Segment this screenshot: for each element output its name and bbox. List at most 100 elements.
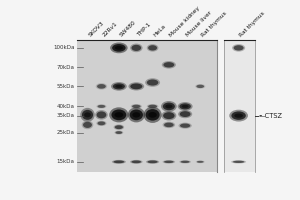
Ellipse shape (146, 160, 159, 164)
Ellipse shape (180, 111, 190, 117)
Ellipse shape (115, 46, 123, 50)
Ellipse shape (113, 160, 124, 163)
Ellipse shape (145, 78, 160, 87)
Ellipse shape (164, 161, 174, 163)
Ellipse shape (115, 131, 123, 135)
Ellipse shape (82, 110, 93, 120)
Ellipse shape (148, 160, 158, 163)
Text: 15kDa: 15kDa (57, 159, 75, 164)
Ellipse shape (97, 111, 106, 118)
Ellipse shape (181, 161, 190, 163)
Bar (224, 40, 255, 172)
Ellipse shape (110, 42, 128, 53)
Ellipse shape (178, 102, 193, 111)
Ellipse shape (96, 104, 106, 109)
Ellipse shape (143, 107, 162, 123)
Ellipse shape (179, 160, 191, 163)
Ellipse shape (162, 61, 176, 69)
Ellipse shape (114, 124, 124, 130)
Ellipse shape (234, 45, 244, 51)
Ellipse shape (163, 160, 175, 164)
Ellipse shape (115, 85, 122, 88)
Ellipse shape (131, 45, 141, 51)
Ellipse shape (163, 122, 175, 128)
Ellipse shape (131, 160, 141, 163)
Ellipse shape (114, 112, 123, 118)
Ellipse shape (131, 104, 142, 109)
Ellipse shape (130, 109, 143, 120)
Text: 55kDa: 55kDa (57, 84, 75, 89)
Text: —CTSZ: —CTSZ (258, 113, 282, 119)
Ellipse shape (98, 121, 105, 125)
Ellipse shape (161, 101, 177, 112)
Ellipse shape (197, 161, 204, 163)
Ellipse shape (195, 84, 205, 89)
Ellipse shape (147, 44, 158, 52)
Ellipse shape (231, 160, 246, 163)
Ellipse shape (130, 160, 142, 164)
Ellipse shape (111, 82, 127, 91)
Text: HeLa: HeLa (153, 24, 167, 38)
Text: Rat thymus: Rat thymus (200, 10, 228, 38)
Ellipse shape (130, 83, 142, 89)
Bar (77, 40, 217, 172)
Ellipse shape (95, 110, 108, 120)
Ellipse shape (165, 104, 172, 108)
Ellipse shape (148, 105, 157, 108)
Text: SW480: SW480 (119, 20, 137, 38)
Ellipse shape (128, 82, 144, 90)
Text: THP-1: THP-1 (136, 22, 152, 38)
Text: SKOV3: SKOV3 (88, 21, 105, 38)
Ellipse shape (96, 83, 107, 90)
Ellipse shape (98, 105, 105, 108)
Ellipse shape (229, 110, 248, 122)
Ellipse shape (182, 105, 189, 108)
Ellipse shape (147, 79, 158, 86)
Ellipse shape (163, 112, 175, 119)
Ellipse shape (196, 85, 204, 88)
Ellipse shape (130, 44, 142, 52)
Ellipse shape (178, 110, 192, 118)
Ellipse shape (82, 121, 93, 129)
Ellipse shape (97, 84, 106, 89)
Ellipse shape (233, 161, 244, 163)
Ellipse shape (112, 109, 126, 120)
Ellipse shape (147, 104, 158, 109)
Ellipse shape (84, 112, 91, 117)
Ellipse shape (164, 62, 174, 68)
Ellipse shape (196, 160, 205, 163)
Text: Rat thymus: Rat thymus (238, 10, 266, 38)
Ellipse shape (234, 114, 243, 118)
Ellipse shape (80, 108, 95, 122)
Ellipse shape (83, 122, 92, 128)
Ellipse shape (180, 123, 190, 128)
Ellipse shape (128, 107, 145, 122)
Ellipse shape (146, 109, 160, 121)
Ellipse shape (179, 103, 191, 109)
Ellipse shape (132, 112, 140, 118)
Ellipse shape (116, 131, 122, 134)
Ellipse shape (115, 125, 123, 129)
Ellipse shape (148, 45, 157, 51)
Text: 40kDa: 40kDa (57, 104, 75, 109)
Ellipse shape (113, 83, 125, 89)
Text: 25kDa: 25kDa (57, 130, 75, 135)
Text: 70kDa: 70kDa (57, 65, 75, 70)
Ellipse shape (148, 112, 157, 118)
Text: 22Rv1: 22Rv1 (101, 21, 118, 38)
Ellipse shape (232, 44, 245, 52)
Ellipse shape (178, 123, 192, 129)
Text: Mouse liver: Mouse liver (185, 10, 213, 38)
Text: 35kDa: 35kDa (57, 113, 75, 118)
Ellipse shape (161, 111, 176, 120)
Ellipse shape (112, 160, 126, 164)
Ellipse shape (231, 111, 246, 120)
Ellipse shape (112, 44, 126, 52)
Ellipse shape (96, 121, 106, 126)
Ellipse shape (163, 103, 175, 110)
Text: Mouse kidney: Mouse kidney (169, 5, 201, 38)
Ellipse shape (164, 123, 174, 127)
Ellipse shape (109, 107, 128, 122)
Text: 100kDa: 100kDa (53, 45, 75, 50)
Ellipse shape (132, 105, 140, 108)
